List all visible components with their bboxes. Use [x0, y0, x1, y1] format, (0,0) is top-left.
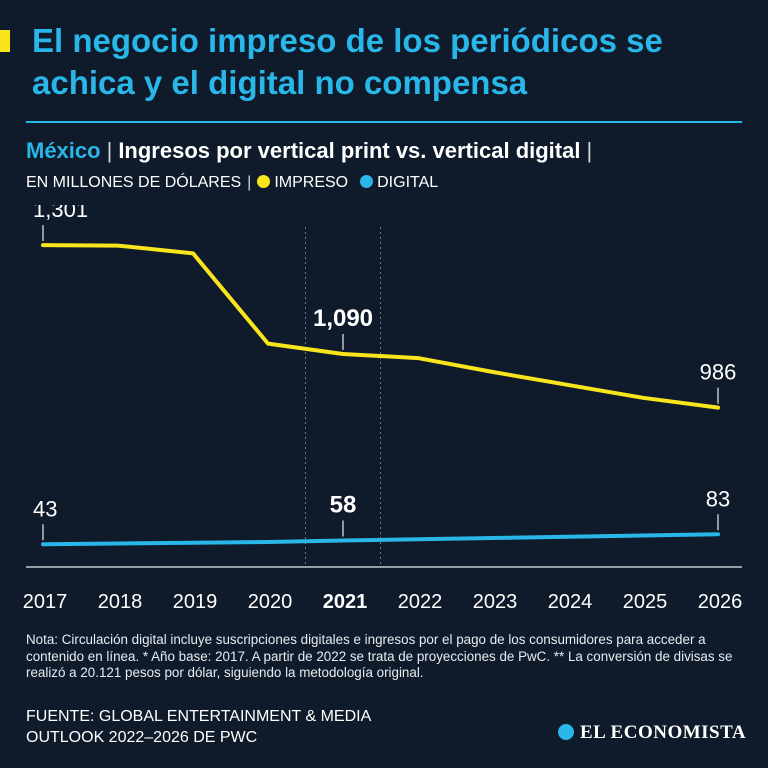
x-tick-label: 2020 [248, 591, 293, 613]
x-tick-label: 2025 [623, 591, 668, 613]
subtitle-separator: | [106, 138, 113, 163]
line-chart: 1,301 1,090 986 43 58 83 2017 2018 2019 2020 2021… [23, 205, 743, 613]
unit-label: EN MILLONES DE DÓLARES [26, 174, 242, 191]
x-tick-labels: 2017 2018 2019 2020 2021 2022 2023 2024 2025 2026 [23, 591, 743, 613]
x-tick-label: 2026 [698, 591, 743, 613]
subtitle: México | Ingresos por vertical print vs. v… [26, 138, 746, 164]
x-tick-label: 2024 [548, 591, 593, 613]
title-accent-bar [0, 30, 10, 52]
chart-title: El negocio impreso de los periódicos se … [32, 22, 663, 101]
x-tick-label: 2023 [473, 591, 518, 613]
legend-item-print: IMPRESO [257, 174, 348, 191]
highlight-band [305, 227, 381, 567]
brand-icon [558, 724, 574, 740]
x-tick-label: 2022 [398, 591, 443, 613]
brand-logo: EL ECONOMISTA [558, 722, 746, 744]
data-label: 1,301 [33, 205, 88, 222]
subtitle-description: Ingresos por vertical print vs. vertical… [118, 138, 581, 163]
title-divider [26, 121, 742, 123]
subtitle-separator-end: | [586, 138, 593, 163]
brand-name: EL ECONOMISTA [580, 722, 747, 743]
chart-source: FUENTE: GLOBAL ENTERTAINMENT & MEDIA OUT… [26, 708, 371, 746]
series-layer: 1,301 1,090 986 43 58 83 [33, 205, 737, 547]
data-label: 986 [700, 360, 737, 385]
data-label: 58 [330, 492, 357, 519]
legend-row: EN MILLONES DE DÓLARES | IMPRESO DIGITAL [26, 174, 746, 192]
legend-item-digital: DIGITAL [360, 174, 438, 191]
legend-label-print: IMPRESO [274, 174, 349, 191]
legend-dot-print [257, 175, 271, 188]
series-line-impreso [41, 243, 720, 410]
x-tick-label: 2021 [323, 591, 368, 613]
data-label: 43 [33, 496, 57, 521]
subtitle-country: México [26, 138, 101, 163]
chart-note: Nota: Circulación digital incluye suscri… [26, 632, 733, 680]
x-tick-label: 2018 [98, 591, 143, 613]
legend-dot-digital [360, 175, 374, 188]
legend-label-digital: DIGITAL [377, 174, 439, 191]
x-tick-label: 2019 [173, 591, 218, 613]
data-label: 1,090 [313, 305, 373, 332]
x-tick-label: 2017 [23, 591, 68, 613]
data-label: 83 [706, 486, 730, 511]
series-line-digital [41, 532, 720, 547]
legend-separator: | [247, 174, 252, 191]
